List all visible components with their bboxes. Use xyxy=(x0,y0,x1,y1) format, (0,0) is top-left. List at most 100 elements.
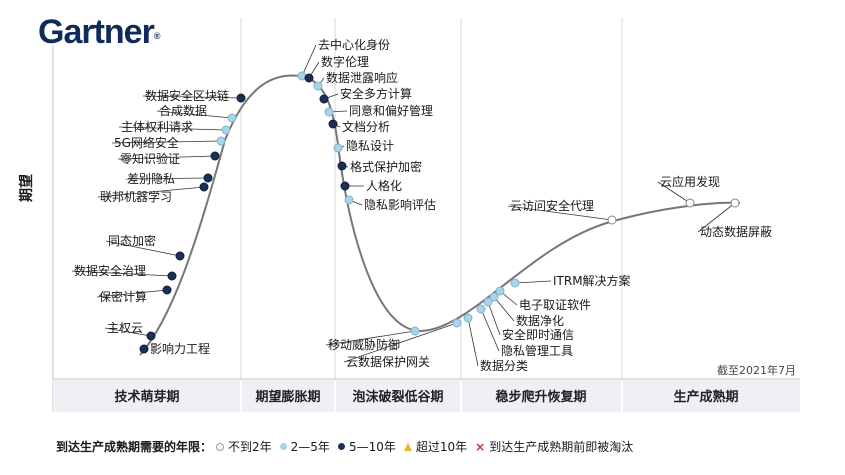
connector-line xyxy=(325,330,416,346)
legend-label: 2—5年 xyxy=(290,440,330,454)
technology-marker xyxy=(227,113,237,123)
connector-line xyxy=(97,186,205,198)
technology-label: 人格化 xyxy=(366,178,402,193)
connector-line xyxy=(117,155,216,160)
technology-label: 安全即时通信 xyxy=(502,327,574,342)
connector-lines xyxy=(71,44,736,367)
light-circle-icon xyxy=(279,443,287,450)
connector-line xyxy=(71,270,173,277)
technology-marker xyxy=(344,195,354,205)
technology-label: 安全多方计算 xyxy=(340,86,412,101)
legend-title: 到达生产成熟期需要的年限： xyxy=(56,440,213,454)
phase-label: 技术萌芽期 xyxy=(114,389,179,405)
as-of-note: 截至2021年7月 xyxy=(717,363,796,377)
dark-circle-icon xyxy=(337,443,345,450)
technology-label: 主体权利请求 xyxy=(121,120,193,134)
technology-marker xyxy=(221,125,231,135)
connector-line xyxy=(105,240,181,257)
technology-label: 隐私设计 xyxy=(346,139,394,153)
technology-label: 数据净化 xyxy=(516,313,564,328)
technology-label: 云访问安全代理 xyxy=(510,198,594,213)
technology-marker xyxy=(216,136,226,146)
phase-dividers xyxy=(240,18,623,412)
technology-label: 隐私影响评估 xyxy=(364,197,436,212)
phase-label: 期望膨胀期 xyxy=(255,389,320,405)
legend-item-2-5-years: 2—5年 xyxy=(279,438,330,455)
connector-line xyxy=(104,327,152,337)
connector-line xyxy=(657,181,691,204)
technology-label: 数据分类 xyxy=(480,358,528,373)
technology-marker xyxy=(410,326,420,336)
registered-mark: ® xyxy=(153,31,161,41)
technology-label: 动态数据屏蔽 xyxy=(700,224,772,239)
connector-line xyxy=(507,205,613,221)
triangle-icon xyxy=(403,442,412,451)
technology-label: 影响力工程 xyxy=(150,341,210,356)
technology-marker xyxy=(175,251,185,261)
technology-label: ITRM解决方案 xyxy=(553,273,631,288)
legend-label: 超过10年 xyxy=(415,440,468,454)
technology-marker xyxy=(319,94,329,104)
technology-label: 主权云 xyxy=(107,321,143,335)
connector-line xyxy=(487,301,501,336)
legend: 到达生产成熟期需要的年限： 不到2年 2—5年 5—10年 超过10年 × 到达生… xyxy=(56,438,641,455)
technology-label: 同意和偏好管理 xyxy=(349,103,433,118)
technology-marker xyxy=(324,107,334,117)
technology-marker xyxy=(210,151,220,161)
technology-label: 数字伦理 xyxy=(321,54,369,69)
phase-bar xyxy=(53,380,800,412)
technology-label: 隐私管理工具 xyxy=(501,343,573,358)
connector-line xyxy=(111,140,222,144)
connector-line xyxy=(118,126,227,131)
technology-label: 数据安全区块链 xyxy=(145,88,229,103)
technology-marker xyxy=(510,278,520,288)
legend-item-under-2-years: 不到2年 xyxy=(216,438,272,455)
technology-label: 文档分析 xyxy=(342,119,390,134)
connector-line xyxy=(493,296,515,322)
connector-line xyxy=(142,95,242,99)
legend-item-over-10-years: 超过10年 xyxy=(403,438,468,455)
technology-marker xyxy=(495,286,505,296)
technology-marker xyxy=(489,292,499,302)
technology-label: 电子取证软件 xyxy=(519,298,591,312)
open-circle-icon xyxy=(216,442,225,451)
technology-label: 保密计算 xyxy=(99,289,147,304)
technology-marker xyxy=(730,198,740,208)
legend-label: 不到2年 xyxy=(228,440,272,454)
phase-label: 稳步爬升恢复期 xyxy=(495,389,586,405)
gartner-logo: Gartner® xyxy=(38,13,161,52)
technology-label: 零知识验证 xyxy=(120,151,180,166)
connector-line xyxy=(480,308,500,352)
technology-markers xyxy=(139,71,740,354)
technology-marker xyxy=(203,173,213,183)
technology-marker xyxy=(333,143,343,153)
technology-marker xyxy=(463,313,473,323)
technology-marker xyxy=(483,297,493,307)
technology-marker xyxy=(685,198,695,208)
technology-label: 差别隐私 xyxy=(127,172,175,186)
technology-marker xyxy=(476,304,486,314)
technology-label: 云数据保护网关 xyxy=(346,354,430,369)
legend-label: 到达生产成熟期前即被淘汰 xyxy=(489,440,634,454)
phase-label: 生产成熟期 xyxy=(673,389,738,405)
technology-label: 移动威胁防御 xyxy=(328,337,400,352)
connector-line xyxy=(156,110,233,119)
technology-label: 数据安全治理 xyxy=(74,263,146,278)
connector-line xyxy=(124,177,209,180)
technology-label: 合成数据 xyxy=(159,103,207,118)
technology-marker xyxy=(313,81,323,91)
technology-label: 格式保护加密 xyxy=(350,159,422,174)
technology-marker xyxy=(167,271,177,281)
legend-item-5-10-years: 5—10年 xyxy=(337,438,396,455)
technology-marker xyxy=(199,182,209,192)
technology-marker xyxy=(452,318,462,328)
legend-item-obsolete: × 到达生产成熟期前即被淘汰 xyxy=(475,438,633,455)
connector-line xyxy=(301,44,317,77)
phase-label: 泡沫破裂低谷期 xyxy=(352,389,443,405)
technology-label: 数据泄露响应 xyxy=(326,70,398,85)
technology-marker xyxy=(340,181,350,191)
connector-line xyxy=(343,322,458,363)
connector-line xyxy=(96,289,168,298)
technology-marker xyxy=(607,215,617,225)
